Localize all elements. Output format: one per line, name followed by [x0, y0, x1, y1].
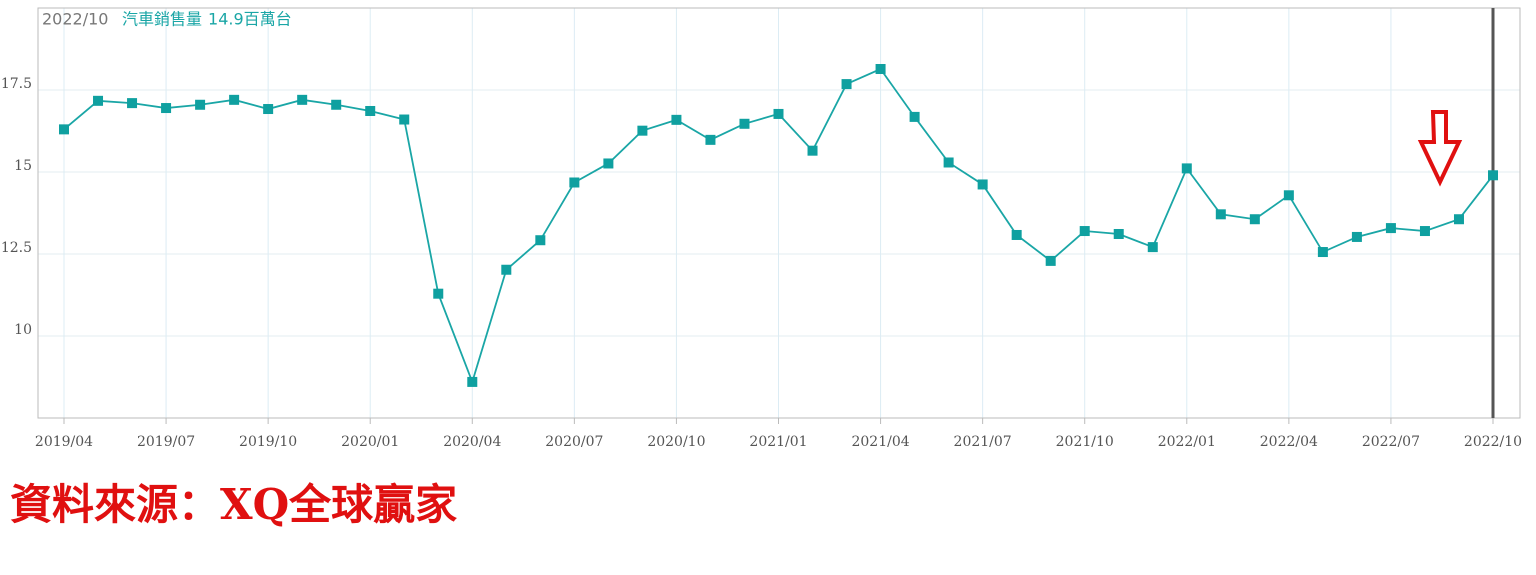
- point-marker: [433, 288, 444, 299]
- point-marker: [161, 103, 172, 114]
- x-tick-label: 2021/07: [954, 434, 1012, 450]
- y-tick-label: 12.5: [1, 240, 32, 256]
- point-marker: [1453, 214, 1464, 225]
- point-marker: [569, 177, 580, 188]
- point-marker: [1385, 223, 1396, 234]
- point-marker: [399, 114, 410, 125]
- point-marker: [93, 95, 104, 106]
- point-marker: [1317, 247, 1328, 258]
- point-marker: [1419, 226, 1430, 237]
- point-marker: [637, 125, 648, 136]
- point-marker: [297, 94, 308, 105]
- up-arrow: [1417, 110, 1463, 187]
- point-marker: [59, 124, 69, 135]
- point-marker: [1079, 226, 1090, 237]
- header-value: 14.9百萬台: [208, 10, 292, 29]
- point-marker: [1113, 228, 1124, 239]
- point-marker: [1045, 255, 1056, 266]
- point-marker: [773, 108, 784, 119]
- point-marker: [1283, 190, 1294, 201]
- point-marker: [1011, 229, 1022, 240]
- point-marker: [1181, 163, 1192, 174]
- point-marker: [127, 98, 138, 109]
- point-marker: [807, 145, 818, 156]
- point-marker: [365, 105, 376, 116]
- x-tick-label: 2020/07: [545, 434, 603, 450]
- point-marker: [229, 94, 240, 105]
- source-note: 資料來源：XQ全球贏家: [10, 480, 457, 529]
- point-marker: [1147, 242, 1158, 253]
- point-marker: [739, 118, 750, 129]
- point-marker: [263, 104, 274, 115]
- point-marker: [671, 114, 682, 125]
- point-marker: [1488, 170, 1498, 181]
- point-marker: [1249, 214, 1260, 225]
- x-tick-label: 2022/01: [1158, 434, 1216, 450]
- x-tick-label: 2020/01: [341, 434, 399, 450]
- point-marker: [501, 264, 512, 275]
- x-tick-label: 2021/10: [1056, 434, 1114, 450]
- point-marker: [1351, 231, 1362, 242]
- point-marker: [705, 134, 716, 145]
- point-marker: [535, 235, 546, 246]
- point-marker: [331, 99, 342, 110]
- legend-label: 汽車銷售量: [122, 10, 202, 29]
- point-marker: [943, 157, 954, 168]
- x-tick-label: 2019/04: [35, 434, 93, 450]
- point-marker: [467, 376, 478, 387]
- grid: [38, 8, 1520, 418]
- point-marker: [977, 179, 988, 190]
- y-tick-label: 15: [14, 158, 32, 174]
- point-marker: [1215, 209, 1226, 220]
- x-tick-label: 2021/01: [749, 434, 807, 450]
- x-tick-label: 2021/04: [851, 434, 909, 450]
- point-marker: [603, 158, 614, 169]
- x-tick-label: 2022/10: [1464, 434, 1522, 450]
- y-tick-label: 17.5: [1, 76, 32, 92]
- header-date: 2022/10: [42, 10, 108, 29]
- x-tick-label: 2020/04: [443, 434, 501, 450]
- point-marker: [195, 99, 206, 110]
- y-tick-label: 10: [14, 322, 32, 338]
- point-marker: [841, 79, 852, 90]
- x-tick-label: 2022/07: [1362, 434, 1420, 450]
- x-tick-label: 2019/07: [137, 434, 195, 450]
- x-tick-label: 2019/10: [239, 434, 297, 450]
- x-tick-label: 2022/04: [1260, 434, 1318, 450]
- point-marker: [875, 64, 886, 75]
- x-tick-label: 2020/10: [647, 434, 705, 450]
- point-marker: [909, 111, 920, 122]
